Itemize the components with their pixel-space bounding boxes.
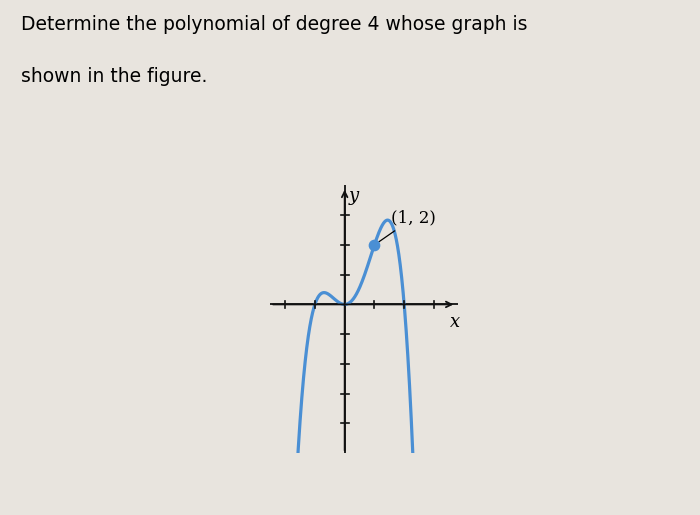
Text: shown in the figure.: shown in the figure. [21, 67, 207, 86]
Text: x: x [449, 313, 460, 331]
Point [369, 241, 380, 249]
Text: y: y [349, 187, 358, 205]
Text: Determine the polynomial of degree 4 whose graph is: Determine the polynomial of degree 4 who… [21, 15, 528, 35]
Text: (1, 2): (1, 2) [377, 210, 435, 243]
